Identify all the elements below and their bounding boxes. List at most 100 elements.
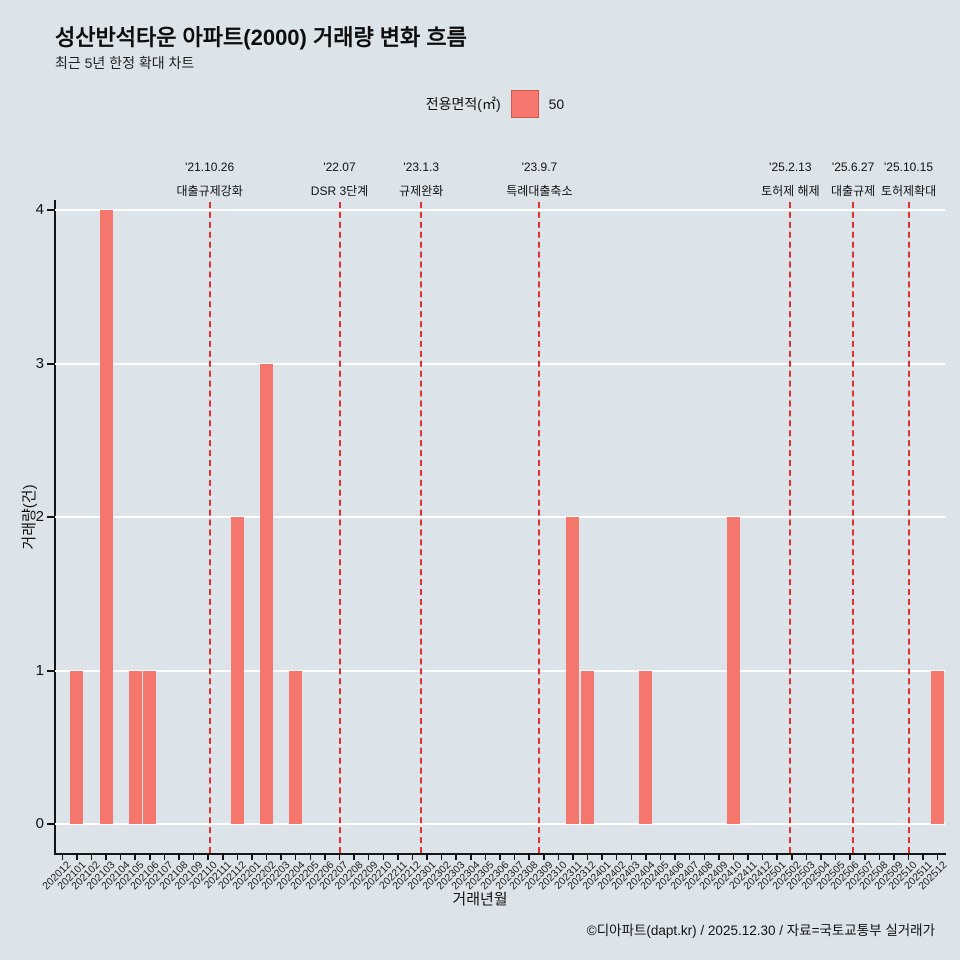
x-tick-mark (864, 855, 866, 860)
x-tick-mark (397, 855, 399, 860)
annotation-label: 규제완화 (399, 184, 444, 198)
annotation-date: '23.9.7 (521, 160, 558, 174)
footer-credit: ©디아파트(dapt.kr) / 2025.12.30 / 자료=국토교통부 실… (586, 923, 935, 938)
bar (726, 517, 740, 824)
x-tick-mark (718, 855, 720, 860)
x-tick-mark (499, 855, 501, 860)
x-tick-mark (805, 855, 808, 860)
x-axis-line (54, 853, 946, 855)
x-tick-mark (178, 855, 180, 860)
y-tick-label: 2 (35, 508, 44, 525)
x-axis-title: 거래년월 (452, 891, 508, 908)
x-tick-mark (76, 855, 78, 860)
gridline (55, 823, 945, 825)
x-tick-mark (659, 855, 662, 860)
x-tick-mark (382, 855, 385, 860)
y-tick-mark (47, 362, 54, 365)
x-tick-mark (163, 855, 166, 860)
x-tick-mark (645, 855, 647, 860)
y-tick-mark (47, 516, 54, 518)
x-tick-mark (280, 855, 282, 860)
y-axis-line (54, 200, 56, 853)
x-tick-mark (484, 855, 487, 860)
x-tick-mark (528, 855, 530, 860)
bar (70, 670, 84, 824)
y-tick-label: 3 (35, 354, 44, 372)
legend-swatch (510, 90, 539, 118)
page-title: 성산반석타운 아파트(2000) 거래량 변화 흐름 (55, 25, 467, 50)
x-tick-mark (572, 855, 574, 860)
y-axis-title: 거래량(건) (21, 484, 38, 550)
x-tick-mark (192, 855, 195, 860)
y-tick-mark (47, 209, 54, 211)
y-tick-label: 0 (35, 815, 44, 832)
x-tick-mark (615, 855, 618, 860)
x-tick-mark (543, 855, 545, 860)
annotation-line (208, 202, 211, 853)
x-tick-mark (470, 855, 472, 860)
x-tick-mark (936, 855, 939, 860)
x-tick-mark (703, 855, 705, 860)
bar (289, 670, 303, 824)
legend: 전용면적(㎡) 50 (15, 90, 960, 118)
x-tick-mark (90, 855, 93, 860)
x-tick-mark (367, 855, 370, 860)
bar (230, 517, 244, 824)
annotation-label: 대출규제 (830, 184, 876, 198)
x-tick-mark (674, 855, 676, 860)
y-tick-mark (47, 669, 54, 672)
x-tick-mark (601, 855, 603, 860)
x-tick-mark (732, 855, 735, 860)
x-tick-mark (251, 855, 253, 860)
annotation-line (789, 202, 792, 853)
annotation-line (420, 202, 423, 853)
x-tick-mark (207, 855, 209, 860)
x-tick-mark (440, 855, 443, 860)
gridline (55, 362, 945, 365)
x-tick-mark (455, 855, 457, 860)
x-tick-mark (324, 855, 326, 860)
gridline (55, 209, 945, 211)
x-tick-mark (630, 855, 633, 860)
x-tick-mark (586, 855, 589, 860)
x-tick-mark (791, 855, 793, 860)
annotation-line (338, 202, 341, 853)
x-tick-mark (294, 855, 297, 860)
annotation-date: '25.2.13 (769, 160, 812, 174)
bar (639, 670, 653, 824)
annotation-date: '23.1.3 (403, 160, 440, 174)
annotation-line (907, 202, 910, 853)
x-tick-mark (105, 855, 107, 860)
y-tick-label: 4 (35, 201, 44, 218)
annotation-date: '25.6.27 (831, 160, 875, 174)
annotation-line (852, 202, 855, 853)
bar (931, 670, 945, 824)
x-tick-mark (849, 855, 851, 860)
annotation-line (538, 202, 541, 853)
x-tick-mark (922, 855, 924, 860)
annotation-label: 토허제 해제 (761, 184, 820, 198)
x-tick-mark (747, 855, 749, 860)
x-tick-mark (513, 855, 516, 860)
bar (99, 210, 113, 824)
x-tick-mark (907, 855, 910, 860)
annotation-date: '21.10.26 (185, 160, 235, 174)
legend-label: 전용면적(㎡) (425, 96, 501, 112)
x-tick-mark (265, 855, 268, 860)
x-tick-mark (134, 855, 136, 860)
annotation-date: '25.10.15 (884, 160, 934, 174)
annotation-label: 특례대출축소 (506, 184, 573, 198)
legend-value: 50 (548, 96, 565, 112)
bar (143, 670, 157, 824)
x-tick-mark (222, 855, 224, 860)
gridline (55, 669, 945, 672)
x-tick-mark (688, 855, 691, 860)
y-tick-mark (47, 823, 54, 825)
x-tick-mark (149, 855, 151, 860)
gridline (55, 516, 945, 518)
x-tick-mark (61, 855, 64, 860)
bar (128, 670, 142, 824)
x-tick-mark (834, 855, 837, 860)
annotation-label: 대출규제강화 (176, 184, 243, 198)
